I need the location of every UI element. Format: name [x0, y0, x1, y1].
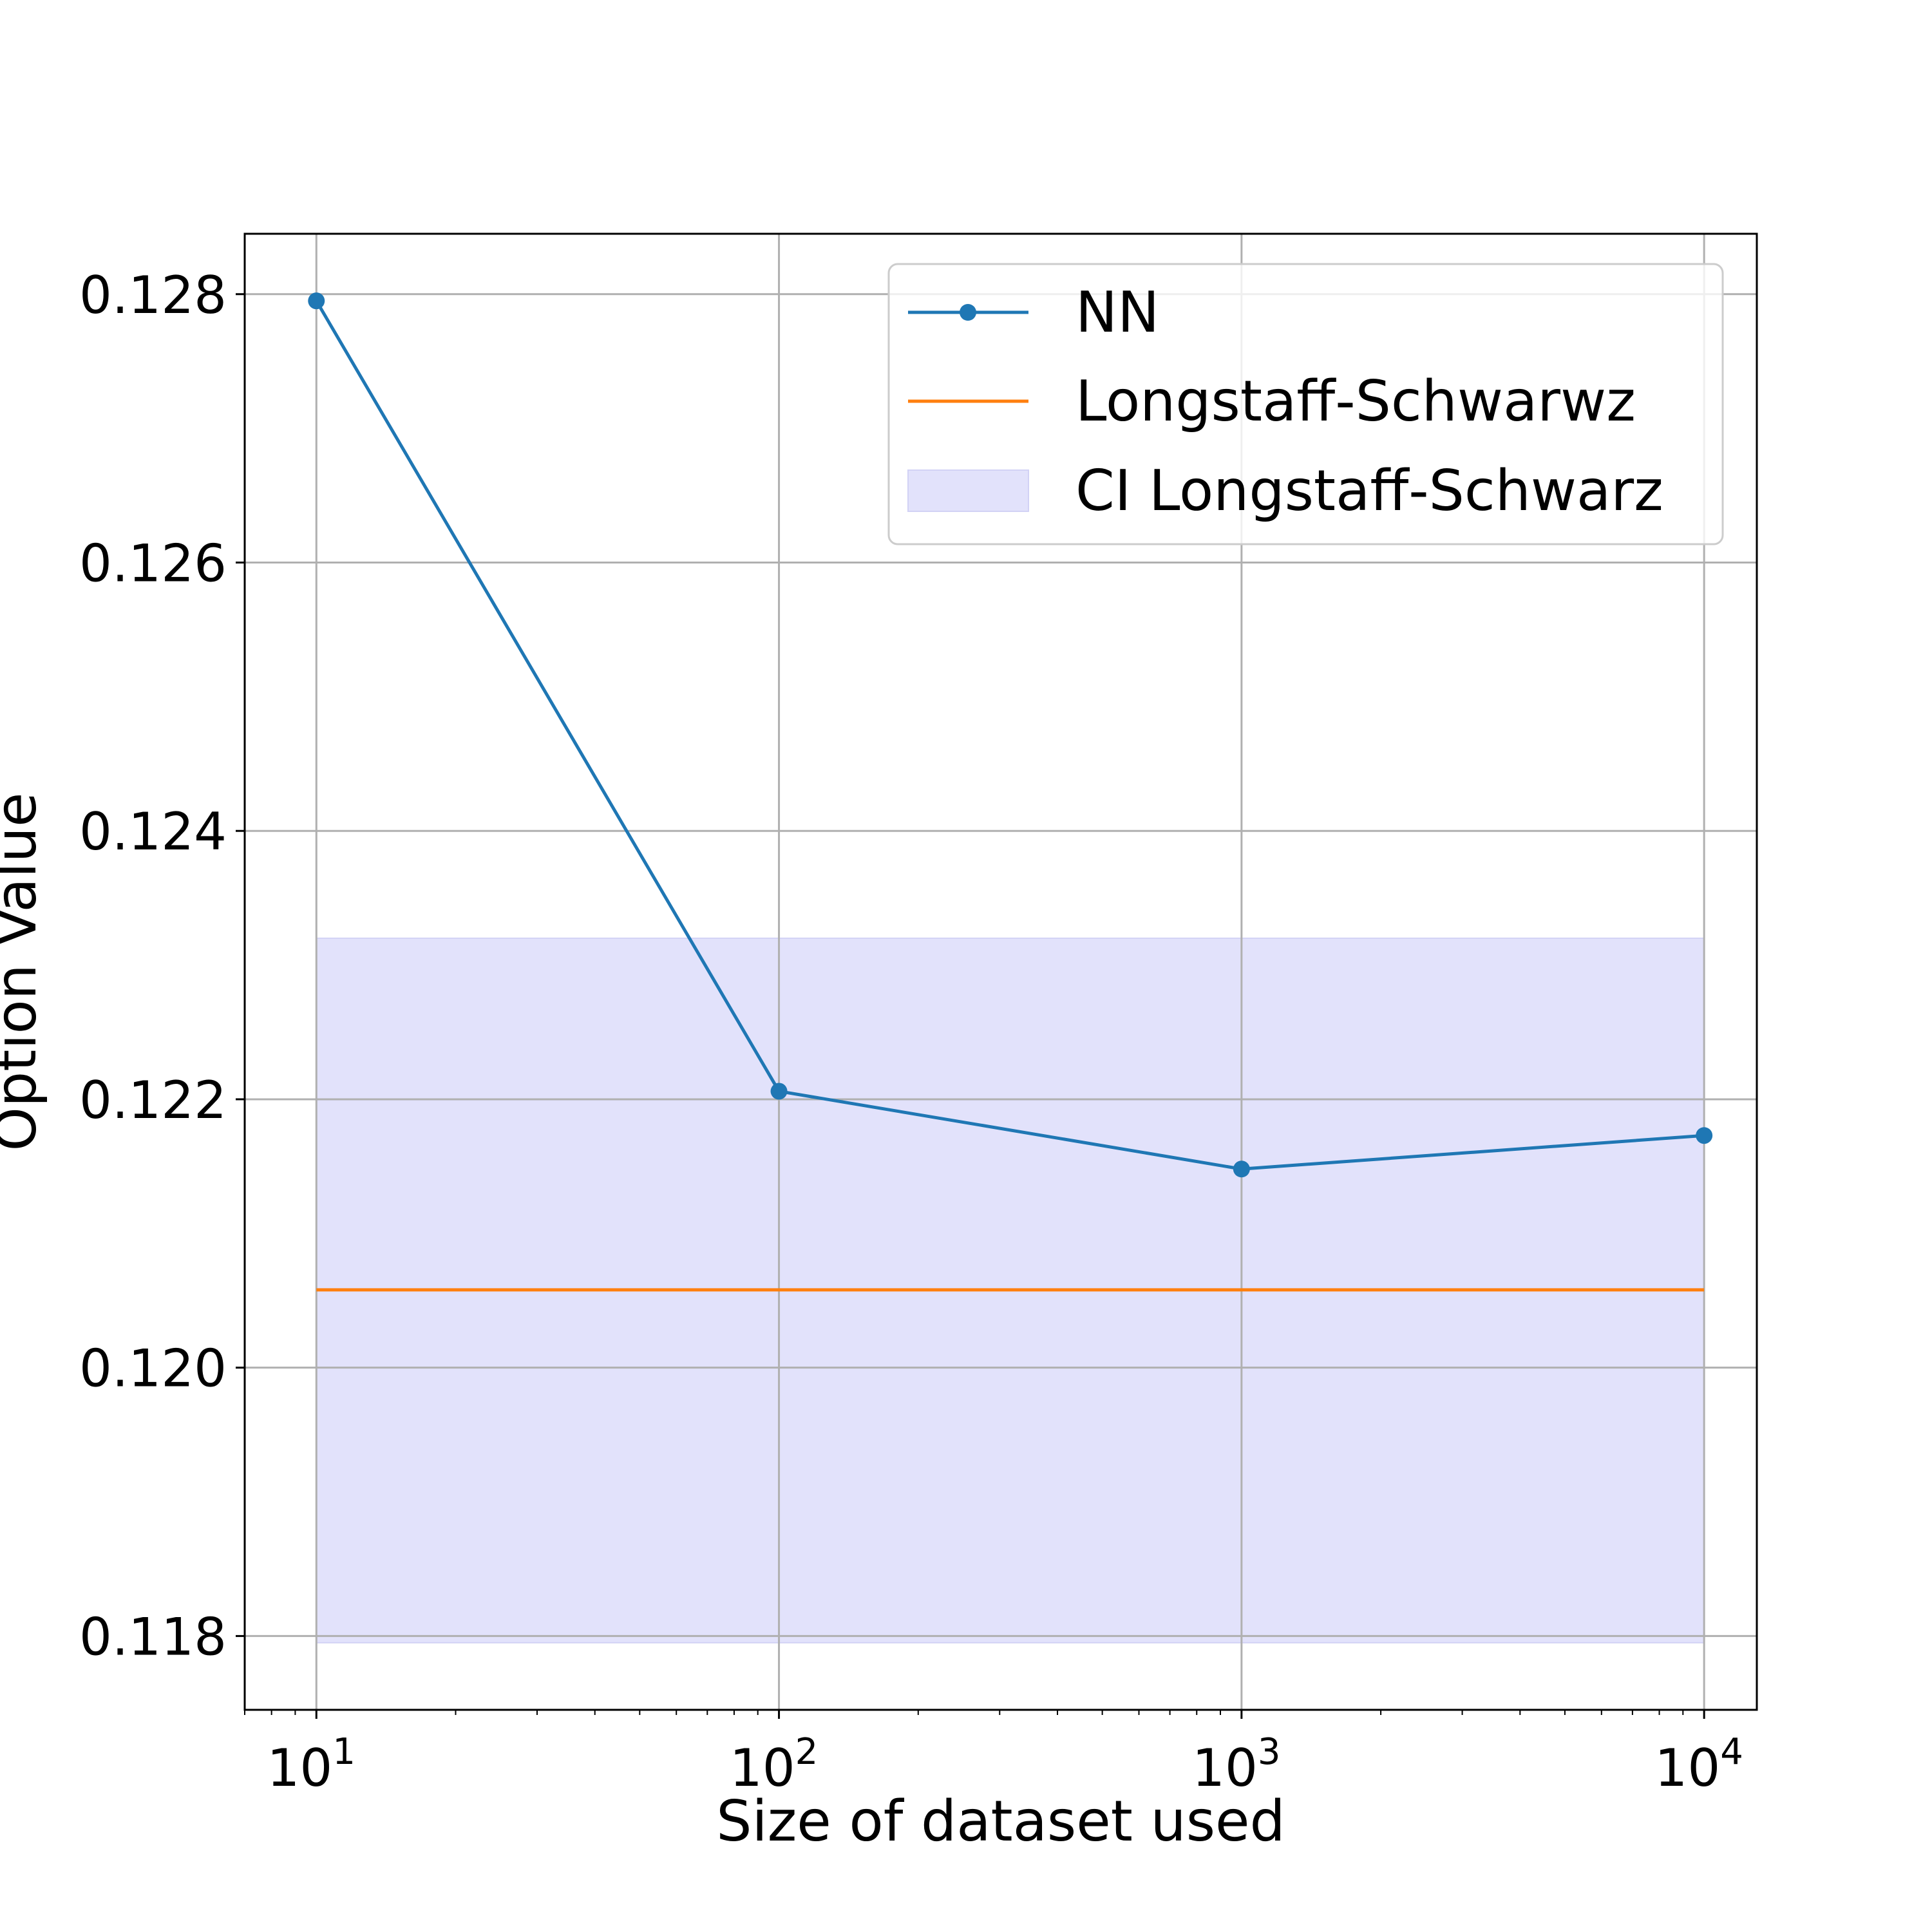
y-tick-label: 0.122: [79, 1070, 227, 1130]
nn-point: [770, 1083, 788, 1100]
legend-swatch-ci: [907, 469, 1029, 512]
nn-point: [1696, 1127, 1713, 1144]
y-tick-label: 0.124: [79, 802, 227, 862]
legend-marker-nn: [960, 304, 976, 321]
legend-label: NN: [1075, 279, 1159, 345]
legend-box: [887, 263, 1724, 545]
series-line-nn: [315, 299, 1705, 1171]
nn-point: [308, 292, 325, 310]
y-tick-label: 0.128: [79, 265, 227, 325]
nn-point: [1233, 1160, 1250, 1178]
y-axis-label: Option Value: [0, 793, 49, 1151]
legend: NN Longstaff-Schwarwz CI Longstaff-Schwarz: [887, 263, 1724, 545]
legend-label: CI Longstaff-Schwarz: [1075, 458, 1663, 524]
x-tick-label: 101: [267, 1731, 355, 1798]
legend-label: Longstaff-Schwarwz: [1075, 368, 1636, 434]
y-tick-label: 0.120: [79, 1339, 227, 1399]
x-tick-label: 102: [730, 1731, 818, 1798]
plot-frame: [243, 232, 1758, 1711]
y-tick-label: 0.126: [79, 533, 227, 593]
y-tick-label: 0.118: [79, 1607, 227, 1667]
x-axis-label: Size of dataset used: [716, 1788, 1285, 1854]
